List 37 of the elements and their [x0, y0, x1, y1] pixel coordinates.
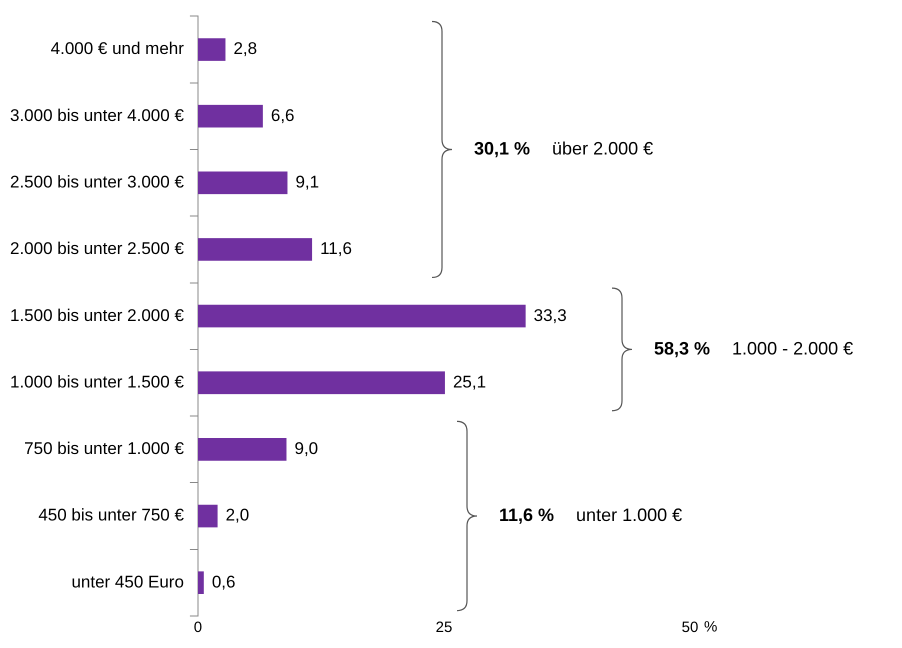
x-tick-label: 0: [194, 619, 202, 636]
data-label: 2,0: [226, 506, 250, 525]
annotation: 58,3 %: [654, 338, 710, 358]
data-label: 2,8: [233, 39, 258, 58]
data-label: 9,1: [295, 172, 320, 192]
annotation: 30,1 %: [474, 138, 530, 158]
y-tick-label: 3.000 bis unter 4.000 €: [10, 106, 184, 125]
annotation: über 2.000 €: [552, 138, 654, 158]
y-tick-label: 450 bis unter 750 €: [38, 506, 184, 525]
y-tick-label: 750 bis unter 1.000 €: [24, 439, 184, 458]
data-label: 33,3: [534, 306, 567, 325]
annotation: unter 1.000 €: [576, 505, 682, 525]
y-tick-label: 2.000 bis unter 2.500 €: [10, 239, 184, 258]
data-label: 25,1: [452, 372, 486, 392]
y-tick-label: 1.500 bis unter 2.000 €: [10, 306, 184, 325]
y-tick-label: unter 450 Euro: [71, 572, 184, 592]
bar: [198, 104, 263, 128]
bar: [198, 238, 312, 261]
bar: [198, 38, 226, 61]
data-label: 0,6: [212, 572, 236, 592]
x-axis-title: %: [704, 618, 718, 636]
bar: [198, 371, 445, 394]
bar: [198, 171, 288, 194]
bar: [198, 571, 204, 594]
y-tick-label: 4.000 € und mehr: [50, 39, 184, 58]
bar: [198, 504, 218, 528]
data-label: 9,0: [294, 439, 318, 458]
bar: [198, 304, 526, 328]
data-label: 11,6: [320, 239, 352, 258]
data-label: 6,6: [270, 106, 295, 125]
x-tick-label: 25: [436, 619, 452, 636]
text: 1.000 - 2.000 €: [732, 338, 854, 358]
x-tick-label: 50: [682, 619, 698, 636]
bar: [198, 438, 286, 461]
y-tick-label: 1.000 bis unter 1.500 €: [10, 372, 184, 392]
y-tick-label: 2.500 bis unter 3.000 €: [10, 172, 184, 192]
annotation: 11,6 %: [499, 505, 554, 525]
